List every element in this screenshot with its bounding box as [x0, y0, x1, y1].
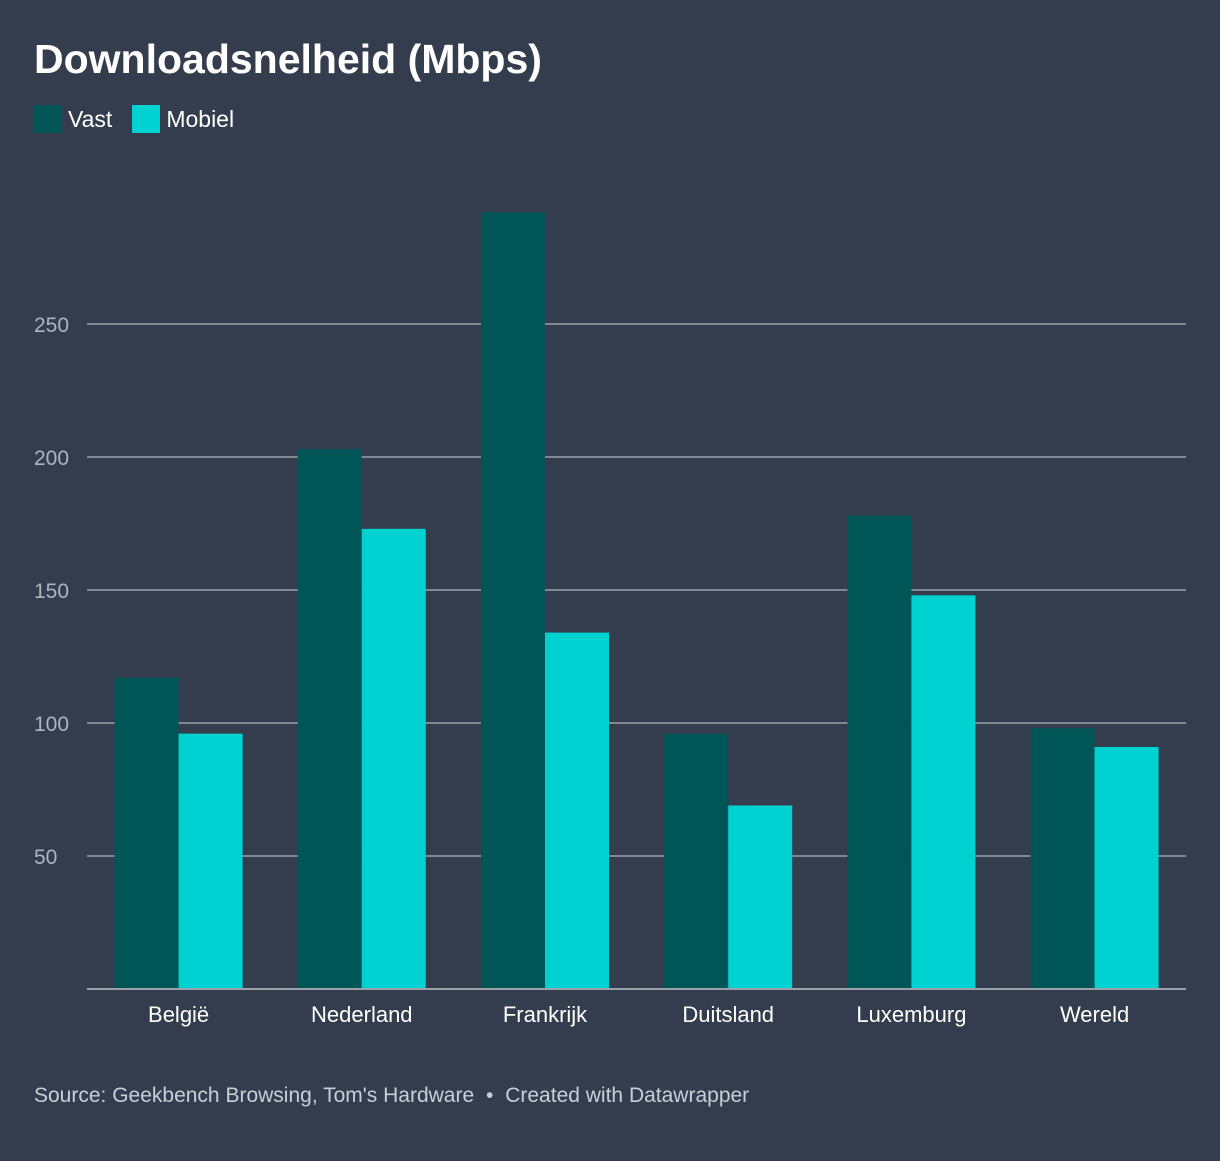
- legend-swatch-vast: [34, 105, 62, 133]
- x-category-label-5: Wereld: [1060, 1002, 1129, 1027]
- legend-swatch-mobiel: [132, 105, 161, 133]
- bar-mobiel-4: [911, 595, 976, 989]
- chart-footer: Source: Geekbench Browsing, Tom's Hardwa…: [34, 1084, 749, 1108]
- bar-mobiel-1: [361, 528, 426, 989]
- x-category-label-4: Luxemburg: [856, 1002, 966, 1027]
- x-category-label-3: Duitsland: [682, 1002, 774, 1027]
- bar-vast-4: [847, 515, 912, 989]
- bar-mobiel-0: [178, 733, 243, 989]
- legend-item-mobiel: Mobiel: [132, 105, 234, 133]
- bar-vast-0: [114, 677, 179, 989]
- bar-mobiel-3: [728, 805, 793, 989]
- legend-label-mobiel: Mobiel: [166, 105, 235, 132]
- footer-separator: •: [486, 1084, 494, 1107]
- x-category-label-2: Frankrijk: [503, 1002, 588, 1027]
- y-tick-label-250: 250: [34, 314, 69, 337]
- bar-vast-5: [1030, 728, 1095, 989]
- bar-mobiel-5: [1094, 746, 1159, 989]
- chart-legend: Vast Mobiel: [34, 105, 254, 133]
- x-category-label-0: België: [148, 1002, 209, 1027]
- legend-label-vast: Vast: [68, 105, 113, 132]
- footer-source: Source: Geekbench Browsing, Tom's Hardwa…: [34, 1084, 475, 1107]
- bar-mobiel-2: [545, 632, 609, 989]
- x-category-label-1: Nederland: [311, 1002, 413, 1027]
- footer-created: Created with Datawrapper: [505, 1084, 750, 1107]
- bar-vast-3: [664, 733, 729, 989]
- y-tick-label-50: 50: [34, 846, 57, 869]
- bar-vast-2: [481, 212, 545, 989]
- legend-item-vast: Vast: [34, 105, 112, 133]
- y-tick-label-200: 200: [34, 447, 69, 470]
- y-tick-label-150: 150: [34, 580, 69, 603]
- chart-title: Downloadsnelheid (Mbps): [34, 36, 542, 82]
- bar-vast-1: [297, 449, 362, 989]
- y-tick-label-100: 100: [34, 713, 69, 736]
